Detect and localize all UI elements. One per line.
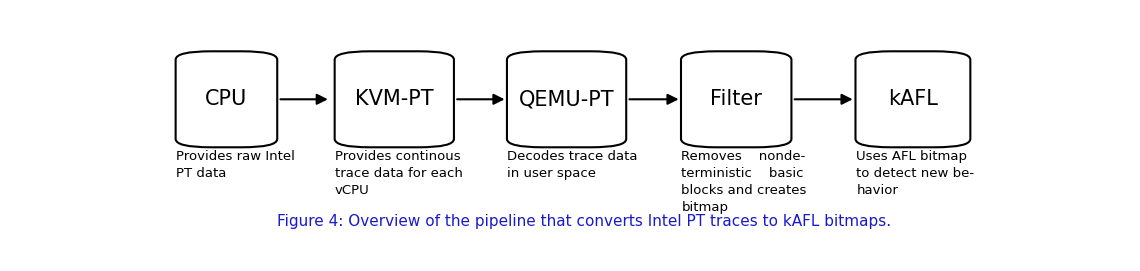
Text: QEMU-PT: QEMU-PT: [519, 89, 614, 109]
Text: Filter: Filter: [710, 89, 763, 109]
Text: Provides continous
trace data for each
vCPU: Provides continous trace data for each v…: [335, 150, 463, 197]
Text: KVM-PT: KVM-PT: [355, 89, 433, 109]
Text: Decodes trace data
in user space: Decodes trace data in user space: [507, 150, 638, 180]
FancyBboxPatch shape: [176, 51, 277, 147]
Text: Uses AFL bitmap
to detect new be-
havior: Uses AFL bitmap to detect new be- havior: [856, 150, 975, 197]
FancyBboxPatch shape: [855, 51, 970, 147]
FancyBboxPatch shape: [681, 51, 791, 147]
Text: Removes    nonde-
terministic    basic
blocks and creates
bitmap: Removes nonde- terministic basic blocks …: [682, 150, 807, 214]
Text: Provides raw Intel
PT data: Provides raw Intel PT data: [176, 150, 295, 180]
Text: Figure 4: Overview of the pipeline that converts Intel PT traces to kAFL bitmaps: Figure 4: Overview of the pipeline that …: [277, 214, 891, 229]
Text: kAFL: kAFL: [888, 89, 938, 109]
FancyBboxPatch shape: [507, 51, 626, 147]
FancyBboxPatch shape: [335, 51, 454, 147]
Text: CPU: CPU: [205, 89, 247, 109]
